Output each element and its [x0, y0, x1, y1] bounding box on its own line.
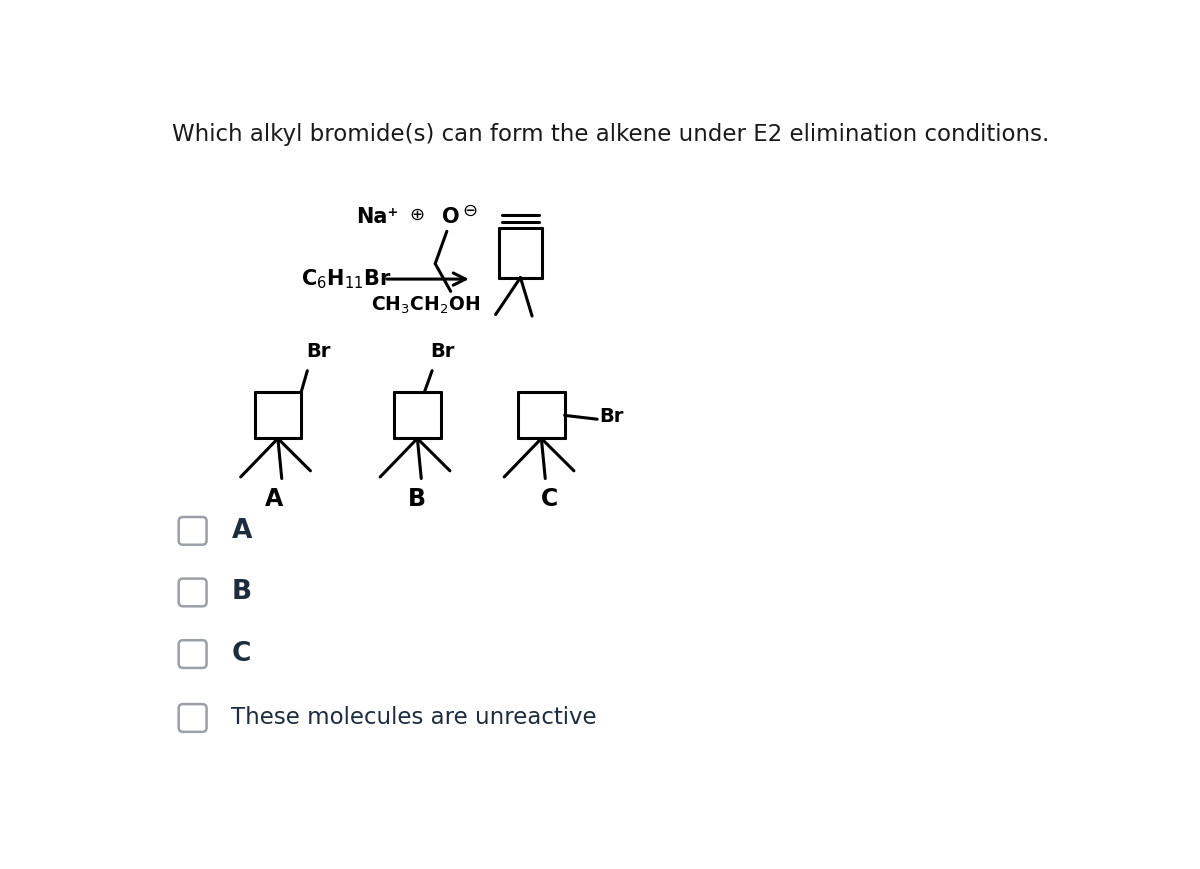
- Text: Br: Br: [431, 342, 455, 362]
- FancyBboxPatch shape: [179, 704, 206, 732]
- Text: A: A: [265, 487, 283, 510]
- Text: CH$_3$CH$_2$OH: CH$_3$CH$_2$OH: [371, 295, 480, 316]
- Text: These molecules are unreactive: These molecules are unreactive: [232, 706, 598, 729]
- FancyBboxPatch shape: [179, 579, 206, 607]
- Text: Which alkyl bromide(s) can form the alkene under E2 elimination conditions.: Which alkyl bromide(s) can form the alke…: [172, 123, 1049, 146]
- Text: C: C: [232, 641, 251, 667]
- Text: B: B: [232, 580, 252, 606]
- Text: O: O: [442, 208, 460, 228]
- Text: A: A: [232, 518, 252, 544]
- FancyBboxPatch shape: [179, 640, 206, 668]
- Text: B: B: [408, 487, 426, 510]
- Text: Br: Br: [600, 408, 624, 427]
- Text: Na⁺: Na⁺: [355, 208, 398, 228]
- Text: Br: Br: [306, 342, 330, 362]
- FancyBboxPatch shape: [179, 517, 206, 545]
- Text: C: C: [540, 487, 558, 510]
- Text: ⊕: ⊕: [409, 205, 425, 223]
- Text: ⊖: ⊖: [462, 202, 478, 221]
- Text: C$_6$H$_{11}$Br: C$_6$H$_{11}$Br: [301, 268, 391, 291]
